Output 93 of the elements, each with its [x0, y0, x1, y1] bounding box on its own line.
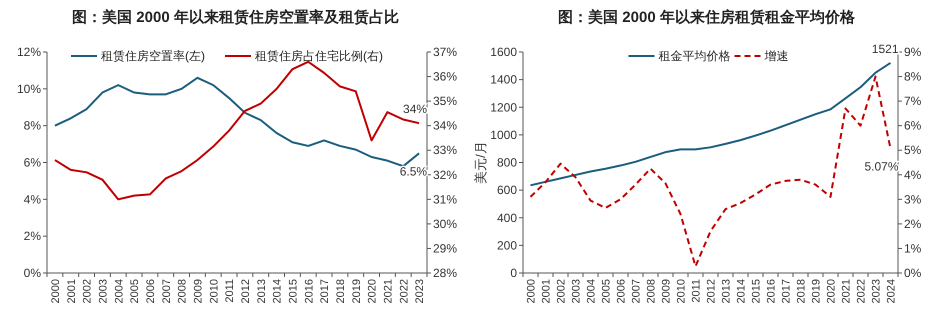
- x-tick-label: 2013: [256, 279, 268, 304]
- y2-tick-label: 31%: [433, 192, 458, 206]
- x-tick-label: 2008: [646, 279, 658, 304]
- x-tick-label: 2002: [82, 279, 94, 304]
- x-tick-label: 2023: [414, 279, 426, 304]
- x-tick-label: 2015: [750, 279, 762, 304]
- y2-tick-label: 1%: [904, 241, 922, 256]
- x-tick-label: 2005: [129, 279, 142, 304]
- legend-label: 租赁住房占住宅比例(右): [255, 49, 383, 63]
- x-tick-label: 2024: [886, 279, 898, 304]
- x-tick-label: 2014: [736, 279, 748, 304]
- x-tick-label: 2019: [810, 279, 822, 304]
- x-tick-label: 2013: [720, 279, 732, 304]
- x-tick-label: 2006: [144, 279, 157, 304]
- x-tick-label: 2009: [192, 279, 204, 304]
- x-tick-label: 2016: [766, 279, 778, 304]
- x-tick-label: 2018: [334, 279, 347, 304]
- legend-label: 增速: [764, 49, 788, 63]
- y2-tick-label: 30%: [433, 216, 458, 231]
- y2-tick-label: 28%: [433, 266, 458, 280]
- x-tick-label: 2009: [660, 279, 672, 304]
- x-tick-label: 2021: [840, 279, 852, 304]
- x-tick-label: 2020: [366, 279, 379, 304]
- y2-tick-label: 33%: [433, 143, 458, 158]
- x-tick-label: 2010: [208, 279, 220, 304]
- y-tick-label: 0%: [24, 266, 42, 280]
- y-axis-title: 美元/月: [473, 141, 488, 184]
- y2-tick-label: 3%: [904, 192, 922, 206]
- y2-tick-label: 7%: [904, 94, 922, 108]
- x-tick-label: 2014: [272, 279, 284, 304]
- x-tick-label: 2022: [398, 279, 410, 304]
- legend-label: 租赁住房空置率(左): [101, 49, 205, 63]
- y2-tick-label: 0%: [904, 266, 922, 280]
- x-tick-label: 2005: [600, 279, 612, 304]
- x-tick-label: 2017: [319, 279, 332, 304]
- x-tick-label: 2020: [826, 279, 838, 304]
- y-tick-label: 1400: [490, 72, 518, 87]
- x-tick-label: 2015: [287, 279, 300, 304]
- x-tick-label: 2004: [113, 279, 126, 304]
- y2-tick-label: 34%: [433, 118, 458, 133]
- y-tick-label: 6%: [24, 156, 42, 170]
- y2-tick-label: 8%: [904, 70, 922, 84]
- y-tick-label: 10%: [16, 82, 42, 96]
- x-tick-label: 2023: [870, 279, 882, 304]
- x-tick-label: 2000: [526, 279, 538, 304]
- x-tick-label: 2022: [856, 279, 868, 304]
- y-tick-label: 1000: [490, 128, 518, 142]
- x-tick-label: 2011: [224, 279, 236, 303]
- y-tick-label: 12%: [16, 45, 42, 59]
- y-tick-label: 800: [496, 156, 518, 170]
- y2-tick-label: 5%: [904, 143, 922, 158]
- data-label: 1521: [872, 42, 899, 56]
- chart-title: 图：美国 2000 年以来租赁住房空置率及租赁占比: [72, 8, 399, 26]
- x-tick-label: 2007: [160, 279, 173, 304]
- y2-tick-label: 4%: [904, 168, 922, 182]
- x-tick-label: 2002: [556, 279, 568, 304]
- x-tick-label: 2019: [350, 279, 363, 304]
- x-tick-label: 2012: [706, 279, 718, 304]
- x-tick-label: 2021: [382, 279, 394, 304]
- y2-tick-label: 37%: [433, 45, 458, 59]
- x-tick-label: 2008: [176, 279, 189, 304]
- y2-tick-label: 29%: [433, 241, 458, 256]
- x-tick-label: 2004: [586, 279, 598, 304]
- y2-tick-label: 9%: [904, 45, 922, 59]
- y2-tick-label: 36%: [433, 70, 458, 84]
- y-tick-label: 1200: [490, 100, 518, 114]
- x-tick-label: 2018: [796, 279, 808, 304]
- x-tick-label: 2000: [50, 279, 62, 304]
- y2-tick-label: 6%: [904, 118, 922, 133]
- x-tick-label: 2003: [97, 279, 110, 304]
- x-tick-label: 2006: [616, 279, 628, 304]
- y2-tick-label: 35%: [433, 94, 458, 108]
- y-tick-label: 1600: [490, 45, 518, 59]
- chart-title: 图：美国 2000 年以来住房租赁租金平均价格: [558, 8, 856, 26]
- y2-tick-label: 32%: [433, 168, 458, 182]
- x-tick-label: 2001: [66, 279, 78, 304]
- x-tick-label: 2016: [303, 279, 316, 304]
- y-tick-label: 200: [496, 238, 518, 252]
- y-tick-label: 2%: [24, 229, 42, 244]
- x-tick-label: 2012: [240, 279, 252, 304]
- y-tick-label: 400: [496, 210, 518, 225]
- y-tick-label: 8%: [24, 118, 42, 133]
- x-tick-label: 2010: [676, 279, 688, 304]
- y2-tick-label: 2%: [904, 216, 922, 231]
- x-tick-label: 2007: [630, 279, 642, 304]
- y-tick-label: 4%: [24, 192, 42, 206]
- legend-label: 租金平均价格: [658, 49, 730, 63]
- x-tick-label: 2017: [780, 279, 792, 304]
- y-tick-label: 0: [510, 266, 518, 280]
- y-tick-label: 600: [496, 183, 518, 198]
- x-tick-label: 2011: [690, 279, 702, 303]
- x-tick-label: 2003: [570, 279, 582, 304]
- x-tick-label: 2001: [540, 279, 552, 304]
